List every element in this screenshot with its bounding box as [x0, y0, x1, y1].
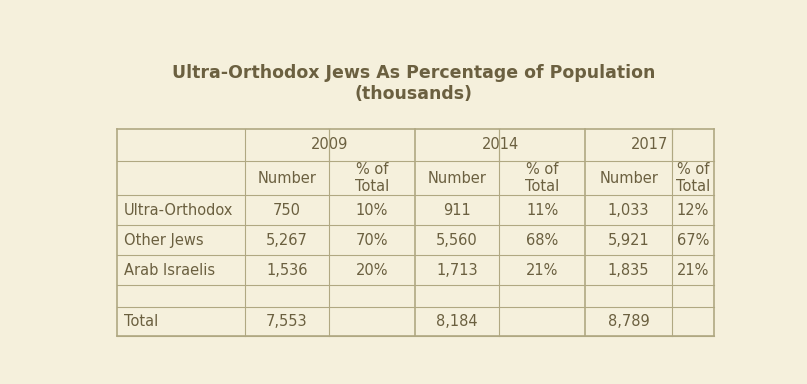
Text: 750: 750 [273, 203, 301, 218]
Text: Number: Number [600, 170, 659, 185]
Text: 11%: 11% [526, 203, 558, 218]
Text: 2014: 2014 [482, 137, 519, 152]
Text: Number: Number [257, 170, 316, 185]
Text: % of
Total: % of Total [675, 162, 710, 194]
Text: 12%: 12% [677, 203, 709, 218]
Text: Ultra-Orthodox Jews As Percentage of Population
(thousands): Ultra-Orthodox Jews As Percentage of Pop… [172, 64, 655, 103]
Text: 911: 911 [443, 203, 470, 218]
Text: 2017: 2017 [631, 137, 668, 152]
Text: 5,560: 5,560 [436, 233, 478, 248]
Text: 67%: 67% [677, 233, 709, 248]
Text: 8,184: 8,184 [436, 314, 478, 329]
Text: 1,536: 1,536 [266, 263, 307, 278]
Text: 1,835: 1,835 [608, 263, 650, 278]
Text: 5,267: 5,267 [266, 233, 307, 248]
Text: Number: Number [428, 170, 487, 185]
Text: Other Jews: Other Jews [124, 233, 203, 248]
Text: 2009: 2009 [312, 137, 349, 152]
Text: 8,789: 8,789 [608, 314, 650, 329]
Text: 70%: 70% [356, 233, 388, 248]
Text: 21%: 21% [526, 263, 558, 278]
Text: 5,921: 5,921 [608, 233, 650, 248]
Text: Ultra-Orthodox: Ultra-Orthodox [124, 203, 233, 218]
Text: 1,033: 1,033 [608, 203, 650, 218]
Text: % of
Total: % of Total [355, 162, 389, 194]
Text: 1,713: 1,713 [436, 263, 478, 278]
Text: 68%: 68% [526, 233, 558, 248]
Text: 20%: 20% [356, 263, 388, 278]
Text: 7,553: 7,553 [266, 314, 307, 329]
Text: 21%: 21% [677, 263, 709, 278]
Text: Arab Israelis: Arab Israelis [124, 263, 215, 278]
Text: 10%: 10% [356, 203, 388, 218]
Text: Total: Total [124, 314, 158, 329]
Text: % of
Total: % of Total [525, 162, 559, 194]
